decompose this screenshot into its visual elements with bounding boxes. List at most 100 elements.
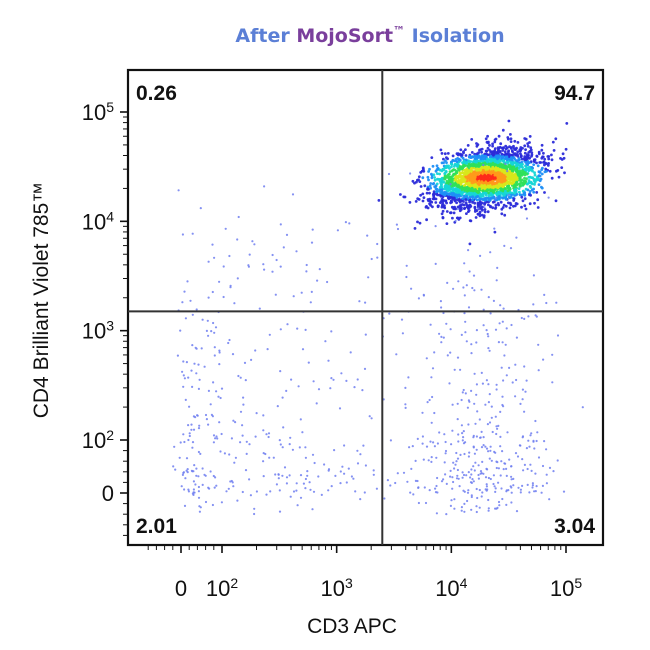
population-top-right xyxy=(377,119,569,246)
event-dot xyxy=(479,254,482,257)
event-dot xyxy=(456,474,459,477)
event-dot xyxy=(195,474,198,477)
event-dot xyxy=(244,379,247,382)
event-dot xyxy=(450,162,453,166)
event-dot xyxy=(341,465,344,468)
event-dot xyxy=(501,159,505,163)
events-layer xyxy=(172,119,584,516)
event-dot xyxy=(494,203,498,207)
event-dot xyxy=(445,513,448,516)
event-dot xyxy=(482,472,485,475)
event-dot xyxy=(446,354,449,357)
event-dot xyxy=(498,159,501,163)
event-dot xyxy=(299,474,303,477)
event-dot xyxy=(536,431,539,434)
event-dot xyxy=(515,202,519,206)
event-dot xyxy=(434,262,437,265)
event-dot xyxy=(518,149,522,153)
event-dot xyxy=(187,376,190,379)
event-dot xyxy=(218,349,221,352)
event-dot xyxy=(439,148,443,152)
event-dot xyxy=(204,474,207,477)
y-tick-label: 0 xyxy=(102,481,114,506)
event-dot xyxy=(506,431,509,434)
quadrant-gate xyxy=(128,70,603,545)
event-dot xyxy=(460,193,464,196)
event-dot xyxy=(440,341,443,344)
event-dot xyxy=(510,501,513,504)
event-dot xyxy=(191,446,194,449)
event-dot xyxy=(487,498,490,502)
event-dot xyxy=(180,485,183,488)
event-dot xyxy=(478,506,481,509)
event-dot xyxy=(485,489,488,492)
event-dot xyxy=(531,486,534,489)
event-dot xyxy=(491,190,495,194)
event-dot xyxy=(455,160,459,164)
event-dot xyxy=(187,488,190,491)
event-dot xyxy=(449,211,453,215)
event-dot xyxy=(289,495,292,498)
event-dot xyxy=(495,466,498,470)
event-dot xyxy=(499,191,503,195)
event-dot xyxy=(452,211,456,215)
title-part: ™ xyxy=(393,24,405,38)
event-dot xyxy=(361,389,364,392)
event-dot xyxy=(181,301,184,304)
event-dot xyxy=(422,167,425,171)
event-dot xyxy=(490,405,493,408)
event-dot xyxy=(554,137,558,141)
event-dot xyxy=(212,381,215,384)
event-dot xyxy=(511,381,514,384)
event-dot xyxy=(508,178,512,182)
event-dot xyxy=(470,352,473,355)
event-dot xyxy=(499,187,503,191)
event-dot xyxy=(484,403,487,406)
event-dot xyxy=(441,195,445,199)
event-dot xyxy=(471,201,474,204)
event-dot xyxy=(515,236,518,239)
event-dot xyxy=(516,159,520,163)
event-dot xyxy=(414,459,417,462)
event-dot xyxy=(185,361,188,364)
event-dot xyxy=(364,464,367,467)
event-dot xyxy=(399,193,402,196)
event-dot xyxy=(424,501,428,505)
event-dot xyxy=(241,424,244,427)
event-dot xyxy=(521,436,524,439)
event-dot xyxy=(532,439,535,442)
event-dot xyxy=(424,205,428,209)
event-dot xyxy=(499,474,502,477)
event-dot xyxy=(367,276,370,279)
event-dot xyxy=(419,193,422,197)
event-dot xyxy=(344,221,347,224)
event-dot xyxy=(494,487,497,490)
event-dot xyxy=(510,478,513,481)
event-dot xyxy=(178,456,181,459)
event-dot xyxy=(441,202,445,205)
event-dot xyxy=(439,181,443,185)
event-dot xyxy=(514,187,517,191)
event-dot xyxy=(311,228,314,231)
event-dot xyxy=(468,451,471,454)
event-dot xyxy=(521,388,525,391)
event-dot xyxy=(340,372,343,375)
event-dot xyxy=(408,446,411,449)
event-dot xyxy=(376,256,379,259)
event-dot xyxy=(298,446,301,449)
event-dot xyxy=(423,184,427,188)
event-dot xyxy=(417,297,420,300)
event-dot xyxy=(523,197,527,201)
event-dot xyxy=(497,197,501,201)
event-dot xyxy=(271,270,274,273)
event-dot xyxy=(438,168,442,172)
quadrant-percent-top-right: 94.7 xyxy=(554,82,595,105)
event-dot xyxy=(486,134,489,138)
event-dot xyxy=(493,140,497,144)
event-dot xyxy=(311,508,314,511)
event-dot xyxy=(430,376,433,379)
event-dot xyxy=(496,172,500,176)
event-dot xyxy=(239,376,242,379)
event-dot xyxy=(330,377,333,380)
event-dot xyxy=(471,172,475,176)
